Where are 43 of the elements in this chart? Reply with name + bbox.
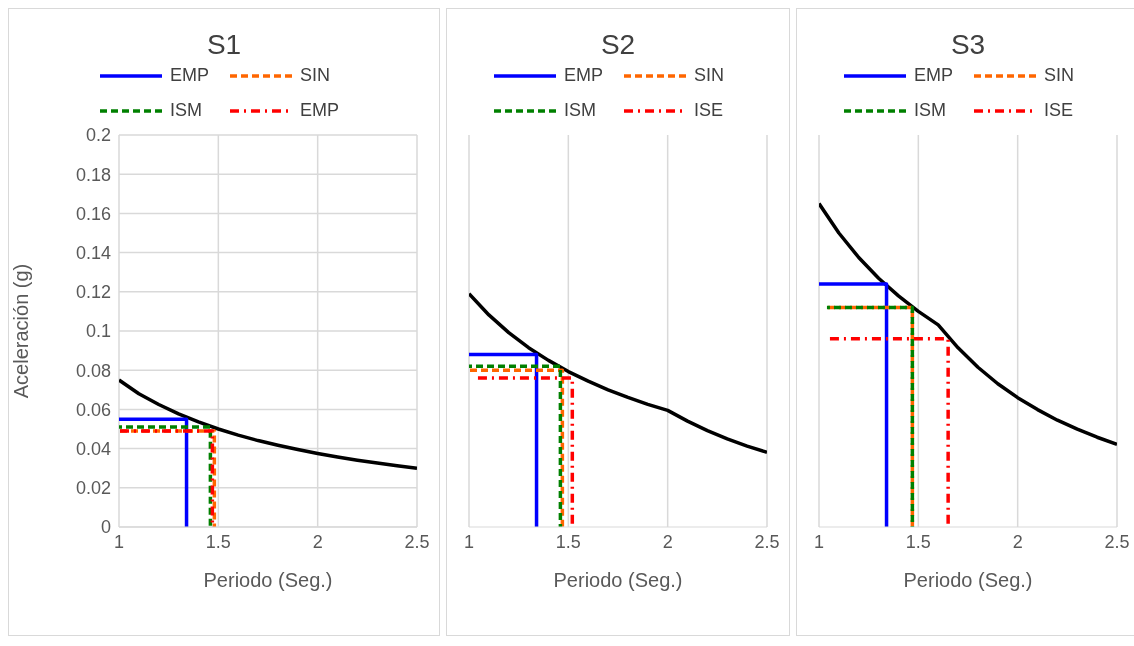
x-tick-label: 2.5 xyxy=(754,531,780,552)
y-tick-label: 0 xyxy=(100,517,111,538)
y-tick-label: 0.04 xyxy=(75,438,111,459)
x-tick-label: 1 xyxy=(463,531,475,552)
x-tick-label: 1.5 xyxy=(205,531,231,552)
x-tick-label: 2.5 xyxy=(1104,531,1130,552)
legend-label: ISM xyxy=(914,100,947,121)
chart-title: S1 xyxy=(206,29,242,61)
x-axis-title: Periodo (Seg.) xyxy=(203,569,333,591)
legend-label: ISM xyxy=(564,100,597,121)
x-axis-title: Periodo (Seg.) xyxy=(903,569,1033,591)
line-series xyxy=(119,378,417,470)
x-tick-label: 1 xyxy=(813,531,825,552)
x-axis-title: Periodo (Seg.) xyxy=(553,569,683,591)
y-tick-label: 0.12 xyxy=(75,282,111,303)
chart-title: S2 xyxy=(600,29,636,61)
legend-label: EMP xyxy=(564,65,604,86)
legend-label: EMP xyxy=(300,100,340,121)
x-tick-label: 2 xyxy=(662,531,673,552)
x-tick-label: 2 xyxy=(312,531,323,552)
y-tick-label: 0.2 xyxy=(85,125,111,146)
legend-label: ISM xyxy=(170,100,203,121)
legend-label: SIN xyxy=(1044,65,1075,86)
y-tick-label: 0.02 xyxy=(75,478,111,499)
y-tick-label: 0.16 xyxy=(75,203,111,224)
y-tick-label: 0.1 xyxy=(85,321,111,342)
x-tick-label: 2 xyxy=(1012,531,1023,552)
legend-label: ISE xyxy=(694,100,724,121)
x-tick-label: 2.5 xyxy=(404,531,430,552)
legend-label: EMP xyxy=(170,65,210,86)
chart-title: S3 xyxy=(950,29,986,61)
x-tick-label: 1.5 xyxy=(905,531,931,552)
y-tick-label: 0.06 xyxy=(75,399,111,420)
y-axis-title: Aceleración (g) xyxy=(10,263,33,399)
x-tick-label: 1 xyxy=(113,531,125,552)
legend-label: EMP xyxy=(914,65,954,86)
y-tick-label: 0.18 xyxy=(75,164,111,185)
y-tick-label: 0.08 xyxy=(75,360,111,381)
legend-label: SIN xyxy=(694,65,725,86)
x-tick-label: 1.5 xyxy=(555,531,581,552)
legend-label: ISE xyxy=(1044,100,1074,121)
legend-label: SIN xyxy=(300,65,331,86)
y-tick-label: 0.14 xyxy=(75,242,111,263)
